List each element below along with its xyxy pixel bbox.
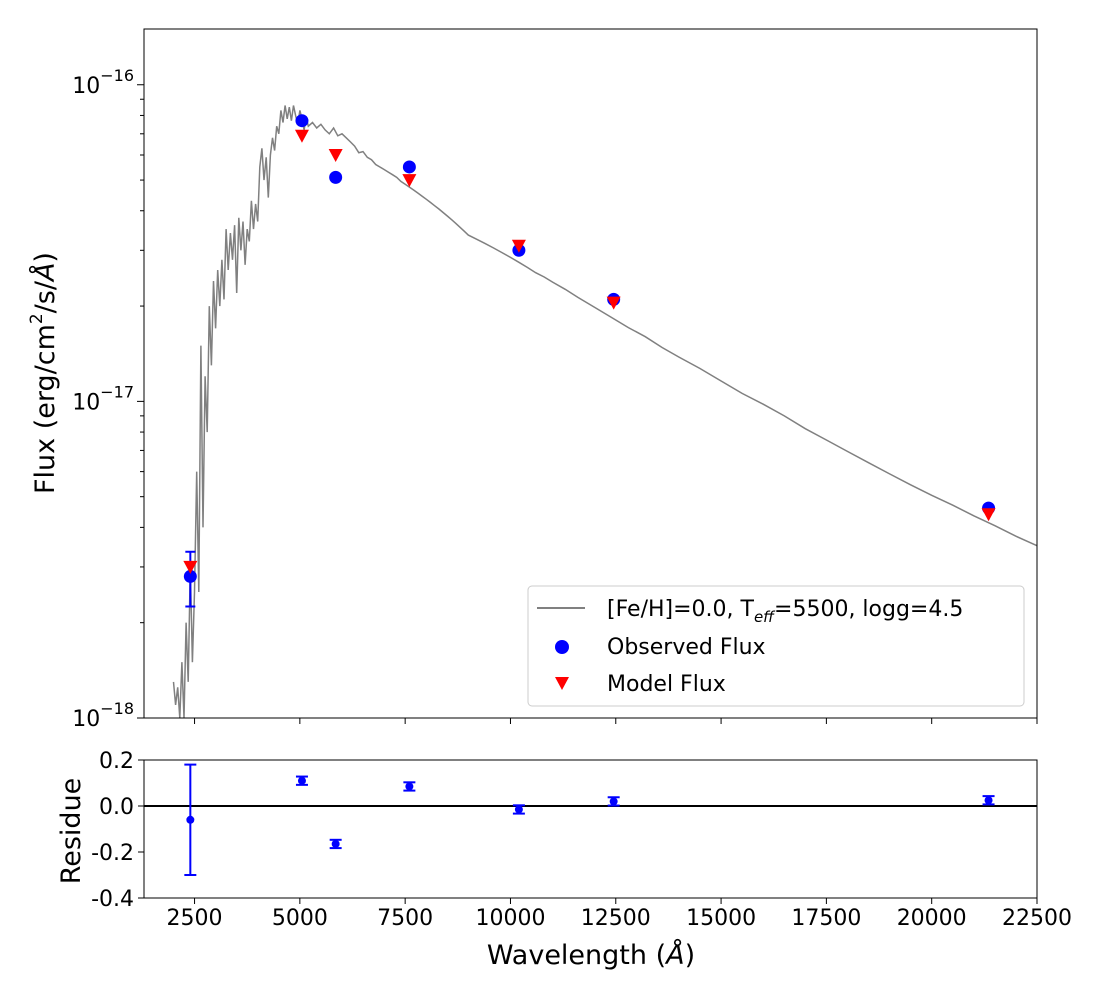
model-flux-point [294, 129, 309, 143]
residual-y-tick-label: 0.0 [99, 795, 134, 820]
residual-point [186, 815, 195, 824]
observed-flux-point [402, 160, 416, 174]
residual-y-tick-label: 0.2 [99, 749, 134, 774]
legend-label-model: Model Flux [607, 672, 726, 697]
model-flux-point [511, 239, 526, 253]
model-flux-point [981, 508, 996, 522]
residual-x-ticks: 2500 5000 7500 10000 12500 15000 17500 20000 225… [167, 898, 1072, 931]
main-x-ticks [194, 718, 1038, 724]
model-spectrum-line [172, 105, 1037, 718]
main-panel: 10−18 10−17 10−16 Flux (erg/cm2/s/Å) [Fe/H… [27, 28, 1038, 732]
model-flux-point [402, 174, 417, 188]
residual-y-tick-label: -0.4 [91, 887, 134, 912]
x-tick-label: 15000 [686, 906, 756, 931]
model-spectrum-layer [172, 105, 1037, 718]
x-tick-label: 2500 [167, 906, 223, 931]
residual-point [297, 776, 306, 785]
legend-triangle-swatch [555, 677, 569, 690]
model-flux-point [183, 560, 198, 574]
observed-flux-point [183, 569, 197, 583]
residual-point [331, 839, 340, 848]
residual-y-ticks: 0.2 0.0 -0.2 -0.4 [91, 749, 144, 912]
observed-flux-point [295, 114, 309, 128]
legend-label-observed: Observed Flux [607, 635, 766, 660]
model-flux-point [328, 148, 343, 162]
residual-point [609, 797, 618, 806]
residual-plot-frame [143, 759, 1038, 899]
x-tick-label: 12500 [581, 906, 651, 931]
residual-point [514, 805, 523, 814]
legend-label-model-spectrum: [Fe/H]=0.0, Teff=5500, logg=4.5 [607, 597, 963, 626]
residual-panel: 2500 5000 7500 10000 12500 15000 17500 20000 225… [56, 749, 1072, 971]
main-y-tick-label: 10−18 [72, 699, 134, 732]
main-y-tick-label: 10−17 [72, 382, 134, 415]
legend-circle-swatch [555, 640, 569, 654]
residual-points-layer [184, 763, 995, 876]
legend-box [527, 585, 1025, 707]
observed-flux-point [329, 170, 343, 184]
model-flux-point [606, 296, 621, 310]
x-tick-label: 22500 [1002, 906, 1072, 931]
main-plot-frame [143, 28, 1038, 719]
residual-point [405, 782, 414, 791]
model-flux-layer [183, 129, 996, 574]
residual-point [984, 796, 993, 805]
main-y-tick-label: 10−16 [72, 66, 134, 99]
x-axis-label: Wavelength (Å) [487, 939, 695, 971]
x-tick-label: 10000 [475, 906, 545, 931]
x-tick-label: 20000 [897, 906, 967, 931]
residual-y-tick-label: -0.2 [91, 841, 134, 866]
main-y-ticks: 10−18 10−17 10−16 [72, 66, 144, 732]
legend: [Fe/H]=0.0, Teff=5500, logg=4.5 Observed… [527, 585, 1025, 707]
main-y-axis-label: Flux (erg/cm2/s/Å) [27, 252, 61, 494]
x-tick-label: 17500 [791, 906, 861, 931]
x-tick-label: 7500 [377, 906, 433, 931]
residual-y-axis-label: Residue [56, 778, 87, 885]
residual-plot-area [144, 760, 1037, 898]
x-tick-label: 5000 [272, 906, 328, 931]
